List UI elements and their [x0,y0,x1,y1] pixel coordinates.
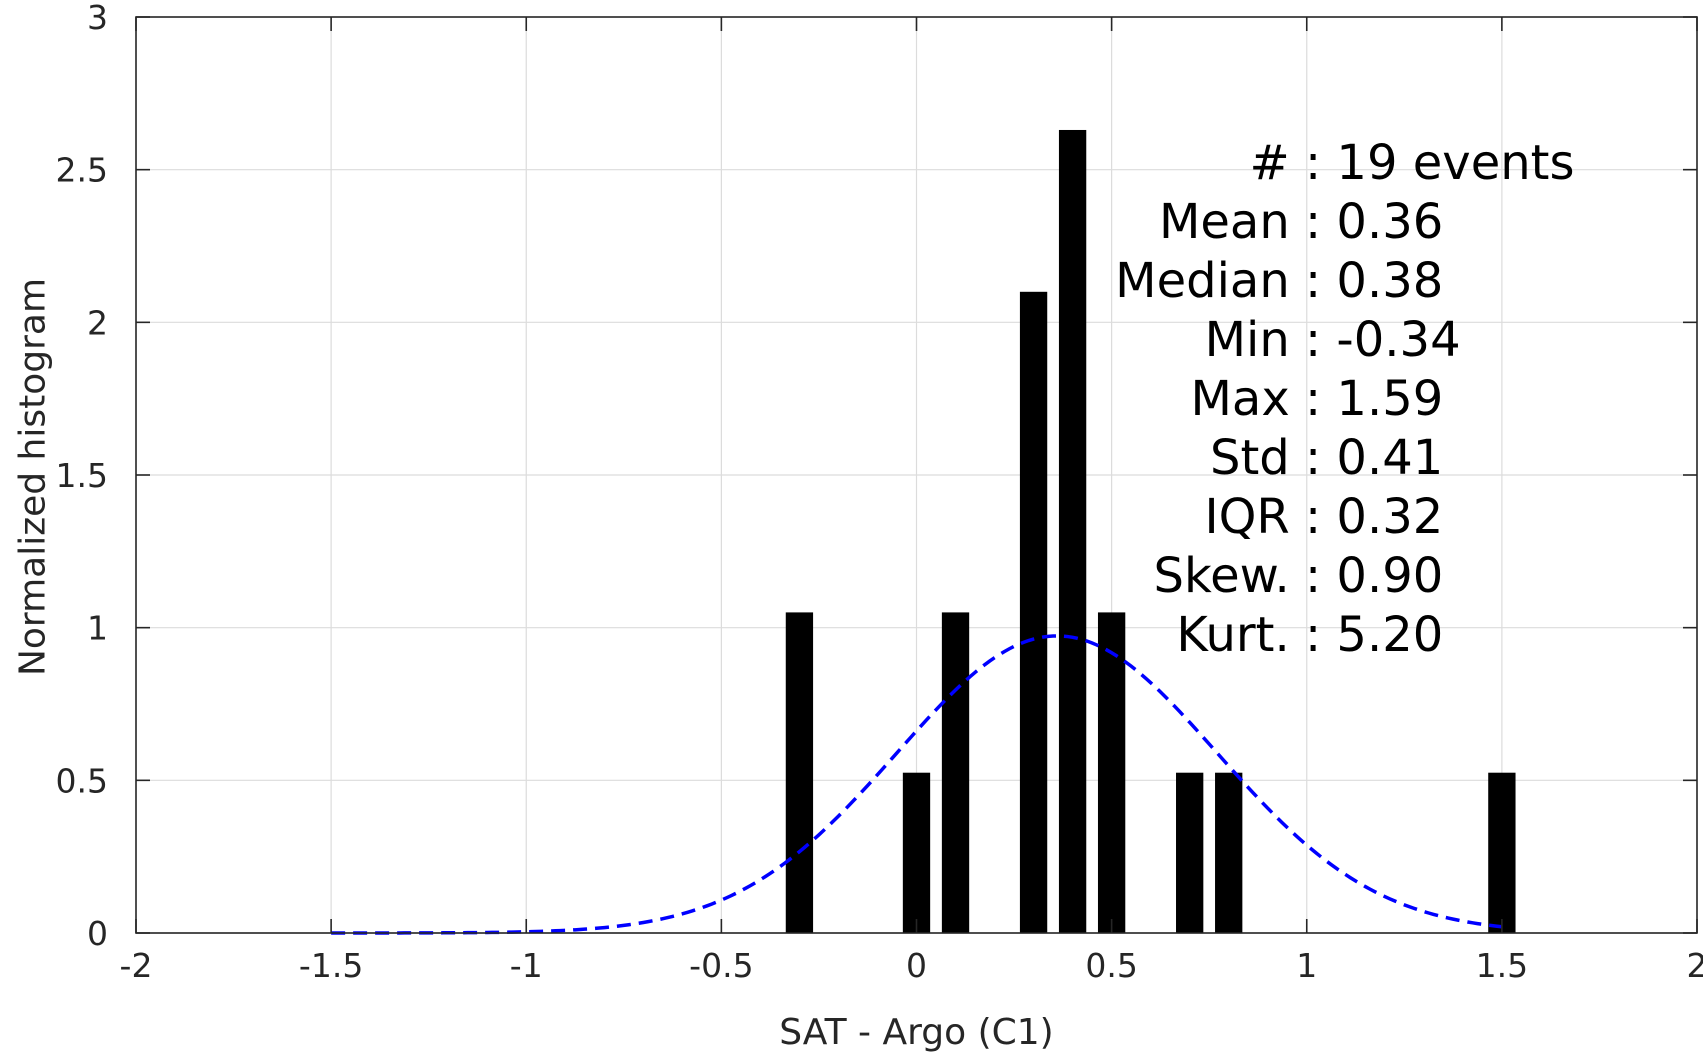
x-tick-label: 1.5 [1476,946,1528,985]
histogram-bar [1488,772,1516,933]
stats-value: : 0.32 [1305,489,1443,545]
stats-mean: Mean : 0.36 [1159,194,1443,250]
stats-skew: Skew. : 0.90 [1154,548,1444,604]
stats-label: Max [1191,371,1306,427]
stats-value: : 0.41 [1305,430,1443,486]
stats-count: # : 19 events [1250,135,1575,191]
y-axis-label: Normalized histogram [13,278,54,676]
histogram-bar [941,612,970,933]
x-tick-label: 2 [1687,946,1703,985]
y-tick-label: 2 [87,303,108,342]
stats-iqr: IQR : 0.32 [1204,489,1443,545]
stats-label: Min [1205,312,1305,368]
stats-value: : 0.36 [1305,194,1443,250]
x-tick-label: -1.5 [299,946,363,985]
stats-kurt: Kurt. : 5.20 [1176,607,1443,663]
x-tick-labels: -2 -1.5 -1 -0.5 0 0.5 1 1.5 2 [120,946,1703,985]
stats-median: Median : 0.38 [1115,253,1443,309]
x-tick-label: -2 [120,946,153,985]
histogram-bar [902,772,931,933]
y-tick-label: 3 [87,0,108,37]
y-tick-label: 0.5 [56,761,108,800]
histogram-bar [1097,612,1126,933]
axes-frame [135,16,1698,934]
histogram-bar [1215,772,1243,933]
histogram-bar [1176,772,1204,933]
stats-box: # : 19 events Mean : 0.36 Median : 0.38 … [1115,135,1574,663]
x-tick-label: -0.5 [689,946,753,985]
stats-value: : -0.34 [1305,312,1461,368]
histogram-bar [785,612,814,933]
stats-max: Max : 1.59 [1191,371,1444,427]
bars [785,129,1516,933]
stats-label: Median [1115,253,1305,309]
stats-std: Std : 0.41 [1210,430,1443,486]
x-axis-label: SAT - Argo (C1) [779,1012,1053,1053]
stats-label: Kurt. [1176,607,1305,663]
y-tick-label: 0 [87,914,108,953]
y-tick-label: 2.5 [56,151,108,190]
stats-min: Min : -0.34 [1205,312,1461,368]
y-tick-labels: 0 0.5 1 1.5 2 2.5 3 [56,0,108,953]
stats-value: : 1.59 [1305,371,1443,427]
stats-label: Std [1210,430,1305,486]
stats-value: : 5.20 [1305,607,1443,663]
stats-value: : 19 events [1305,135,1574,191]
histogram-bar [1058,129,1087,933]
stats-value: : 0.90 [1305,548,1443,604]
x-tick-label: 0 [906,946,927,985]
x-tick-label: 1 [1296,946,1317,985]
stats-label: IQR [1204,489,1305,545]
y-tick-label: 1 [87,609,108,648]
stats-label: # [1250,135,1305,191]
y-tick-label: 1.5 [56,456,108,495]
stats-value: : 0.38 [1305,253,1443,309]
x-tick-label: -1 [510,946,543,985]
x-tick-label: 0.5 [1085,946,1137,985]
histogram-bar [1019,291,1048,933]
stats-label: Skew. [1154,548,1305,604]
stats-label: Mean [1159,194,1305,250]
